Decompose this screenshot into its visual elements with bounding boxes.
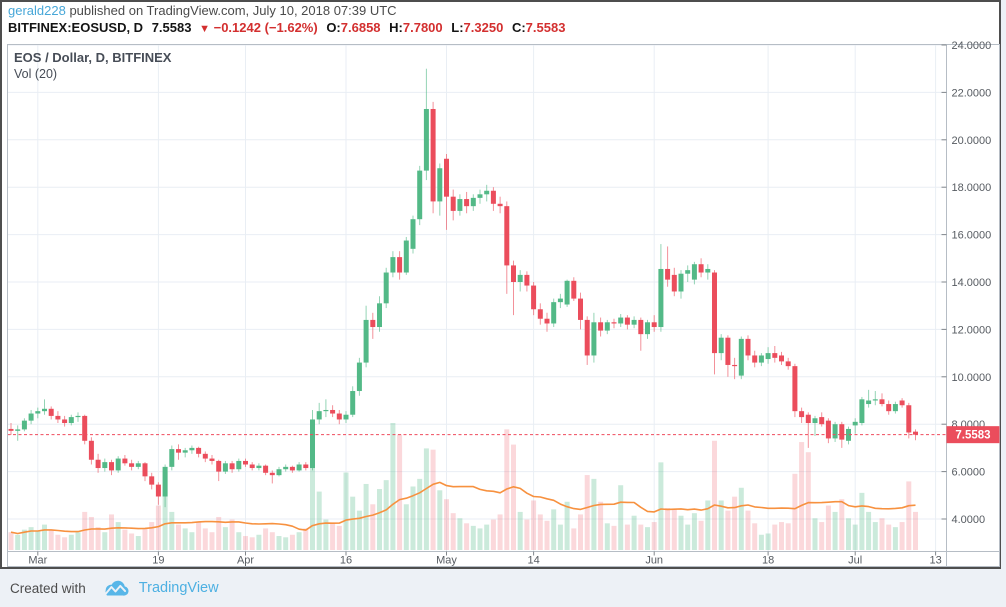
- svg-text:Jul: Jul: [848, 555, 862, 567]
- svg-text:7.5583: 7.5583: [955, 430, 990, 442]
- price-change: −0.1242 (−1.62%): [213, 20, 318, 35]
- svg-text:10.0000: 10.0000: [952, 372, 992, 384]
- created-with-label: Created with: [10, 580, 86, 596]
- tradingview-brand-label[interactable]: TradingView: [138, 580, 219, 596]
- candlesticks: [8, 68, 918, 508]
- close-label: C:: [511, 20, 526, 35]
- low-label: L:: [451, 20, 464, 35]
- svg-text:14: 14: [527, 555, 539, 567]
- high-value: 7.7800: [402, 20, 443, 35]
- svg-text:Apr: Apr: [237, 555, 254, 567]
- panel-frame: [7, 44, 1000, 567]
- price-axis[interactable]: 24.0000 22.0000 20.0000 18.0000 16.0000 14.00…: [941, 40, 992, 526]
- tradingview-logo-icon[interactable]: [100, 578, 131, 599]
- last-price-value: 7.5583: [151, 20, 192, 35]
- svg-text:24.0000: 24.0000: [952, 40, 992, 52]
- svg-text:16: 16: [340, 555, 352, 567]
- svg-text:19: 19: [152, 555, 164, 567]
- high-label: H:: [389, 20, 403, 35]
- volume-ma-line: [10, 481, 916, 535]
- svg-text:12.0000: 12.0000: [952, 324, 992, 336]
- svg-text:20.0000: 20.0000: [952, 135, 992, 147]
- last-price-label: 7.5583: [946, 426, 1000, 444]
- svg-text:13: 13: [929, 555, 941, 567]
- svg-text:18.0000: 18.0000: [952, 182, 992, 194]
- quote-row: BITFINEX:EOSUSD, D 7.5583 ▼ −0.1242 (−1.…: [8, 20, 565, 35]
- svg-text:6.0000: 6.0000: [952, 467, 986, 479]
- down-arrow-icon: ▼: [199, 23, 210, 35]
- close-value: 7.5583: [525, 20, 566, 35]
- svg-text:22.0000: 22.0000: [952, 87, 992, 99]
- attribution-bar: Created with TradingView: [0, 569, 1006, 607]
- byline-text: published on TradingView.com, July 10, 2…: [65, 3, 397, 18]
- open-label: O:: [326, 20, 341, 35]
- svg-text:May: May: [436, 555, 457, 567]
- gridlines: [7, 44, 947, 552]
- author-link[interactable]: gerald228: [8, 3, 66, 18]
- open-value: 7.6858: [340, 20, 381, 35]
- svg-text:16.0000: 16.0000: [952, 230, 992, 242]
- volume-bars: [8, 423, 918, 550]
- svg-text:18: 18: [762, 555, 774, 567]
- symbol-label[interactable]: BITFINEX:EOSUSD, D: [8, 20, 144, 35]
- byline: gerald228 published on TradingView.com, …: [8, 3, 397, 18]
- svg-text:14.0000: 14.0000: [952, 277, 992, 289]
- svg-text:Mar: Mar: [28, 555, 47, 567]
- svg-text:Jun: Jun: [645, 555, 663, 567]
- low-value: 7.3250: [463, 20, 504, 35]
- time-axis[interactable]: Mar 19 Apr 16 May 14 Jun 18 Jul 13: [28, 551, 942, 567]
- svg-text:4.0000: 4.0000: [952, 514, 986, 526]
